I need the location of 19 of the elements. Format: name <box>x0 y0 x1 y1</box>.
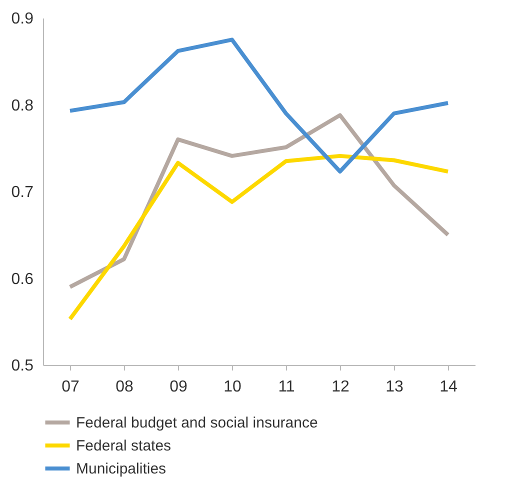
x-tick-label: 12 <box>332 378 350 396</box>
x-tick-label: 14 <box>440 378 458 396</box>
x-tick-label: 11 <box>278 378 295 396</box>
y-tick-label: 0.9 <box>11 10 34 28</box>
legend-label: Municipalities <box>76 460 166 478</box>
y-tick-label: 0.8 <box>11 97 34 114</box>
legend-label: Federal states <box>76 438 172 454</box>
x-tick-label: 10 <box>224 378 242 396</box>
x-tick-label: 08 <box>116 378 134 396</box>
x-tick-label: 09 <box>170 378 188 396</box>
x-tick-label: 13 <box>386 378 404 396</box>
legend-label: Federal budget and social insurance <box>76 414 318 432</box>
line-series <box>68 113 450 289</box>
line-series <box>68 154 450 322</box>
line-series <box>68 38 450 174</box>
y-tick-label: 0.7 <box>11 184 34 201</box>
y-tick-label: 0.5 <box>11 358 34 374</box>
y-tick-label: 0.6 <box>11 270 34 288</box>
x-tick-label: 07 <box>62 378 80 396</box>
